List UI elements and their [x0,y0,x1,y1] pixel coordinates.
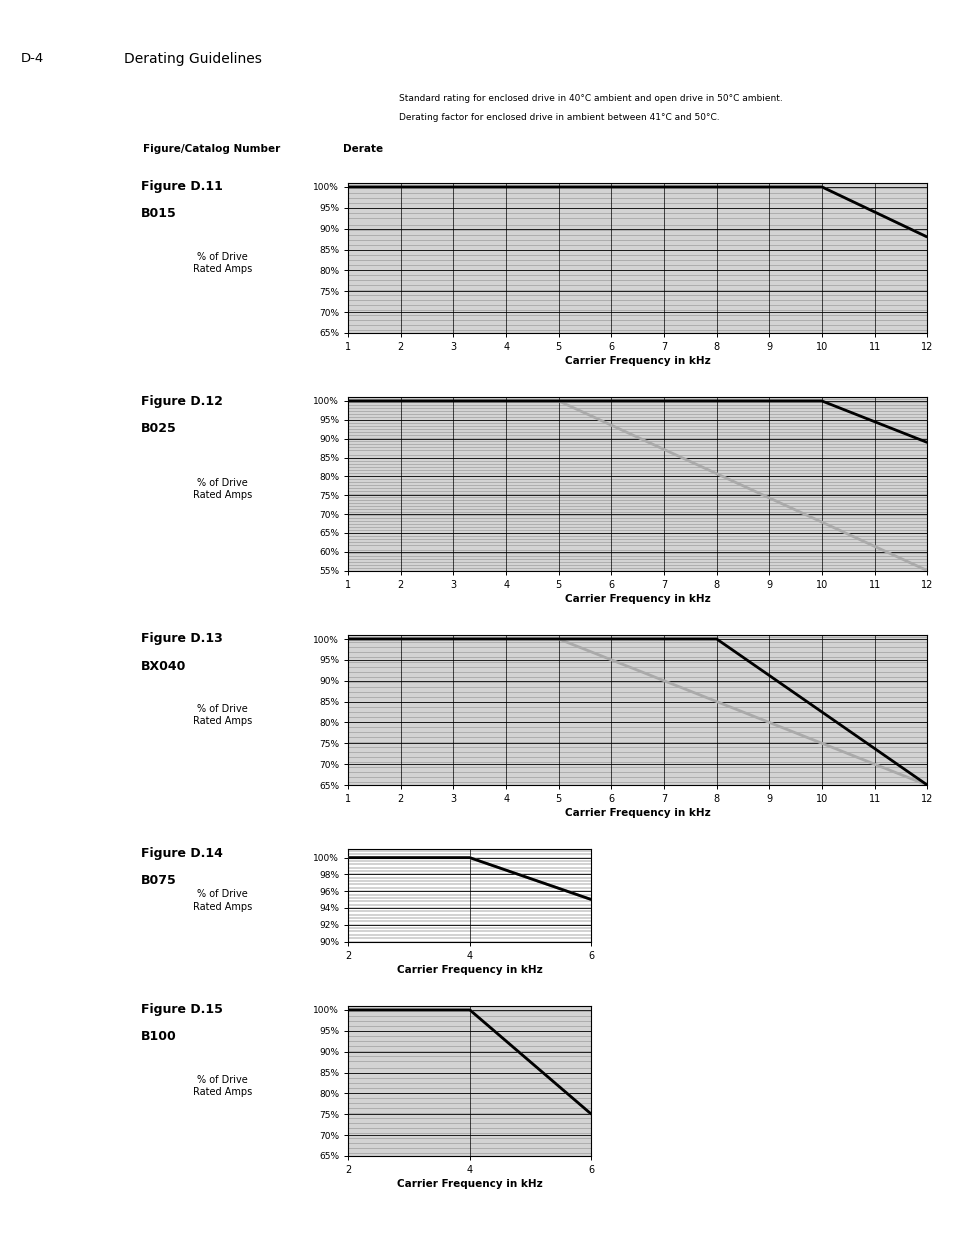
Text: Figure D.13: Figure D.13 [141,632,223,646]
X-axis label: Carrier Frequency in kHz: Carrier Frequency in kHz [564,594,710,604]
Text: Figure D.12: Figure D.12 [141,395,223,408]
Text: % of Drive
Rated Amps: % of Drive Rated Amps [193,252,252,274]
Text: Figure D.14: Figure D.14 [141,847,223,860]
Text: % of Drive
Rated Amps: % of Drive Rated Amps [193,1074,252,1097]
X-axis label: Carrier Frequency in kHz: Carrier Frequency in kHz [564,356,710,367]
Text: BX040: BX040 [141,659,187,673]
Text: B100: B100 [141,1030,176,1044]
Text: Figure/Catalog Number: Figure/Catalog Number [143,144,280,154]
Text: % of Drive
Rated Amps: % of Drive Rated Amps [193,889,252,911]
X-axis label: Carrier Frequency in kHz: Carrier Frequency in kHz [564,808,710,819]
X-axis label: Carrier Frequency in kHz: Carrier Frequency in kHz [396,1179,542,1189]
Text: B015: B015 [141,207,176,221]
Text: Figure D.11: Figure D.11 [141,180,223,194]
Text: % of Drive
Rated Amps: % of Drive Rated Amps [193,478,252,500]
Text: B025: B025 [141,422,176,435]
Text: B075: B075 [141,874,176,887]
Text: Derating factor for enclosed drive in ambient between 41°C and 50°C.: Derating factor for enclosed drive in am… [398,112,719,122]
Text: D-4: D-4 [21,52,44,65]
Text: % of Drive
Rated Amps: % of Drive Rated Amps [193,704,252,726]
Text: Standard rating for enclosed drive in 40°C ambient and open drive in 50°C ambien: Standard rating for enclosed drive in 40… [398,94,781,104]
Text: Derate: Derate [343,144,383,154]
Text: Figure D.15: Figure D.15 [141,1003,223,1016]
Text: Derating Guidelines: Derating Guidelines [124,52,262,65]
X-axis label: Carrier Frequency in kHz: Carrier Frequency in kHz [396,965,542,974]
